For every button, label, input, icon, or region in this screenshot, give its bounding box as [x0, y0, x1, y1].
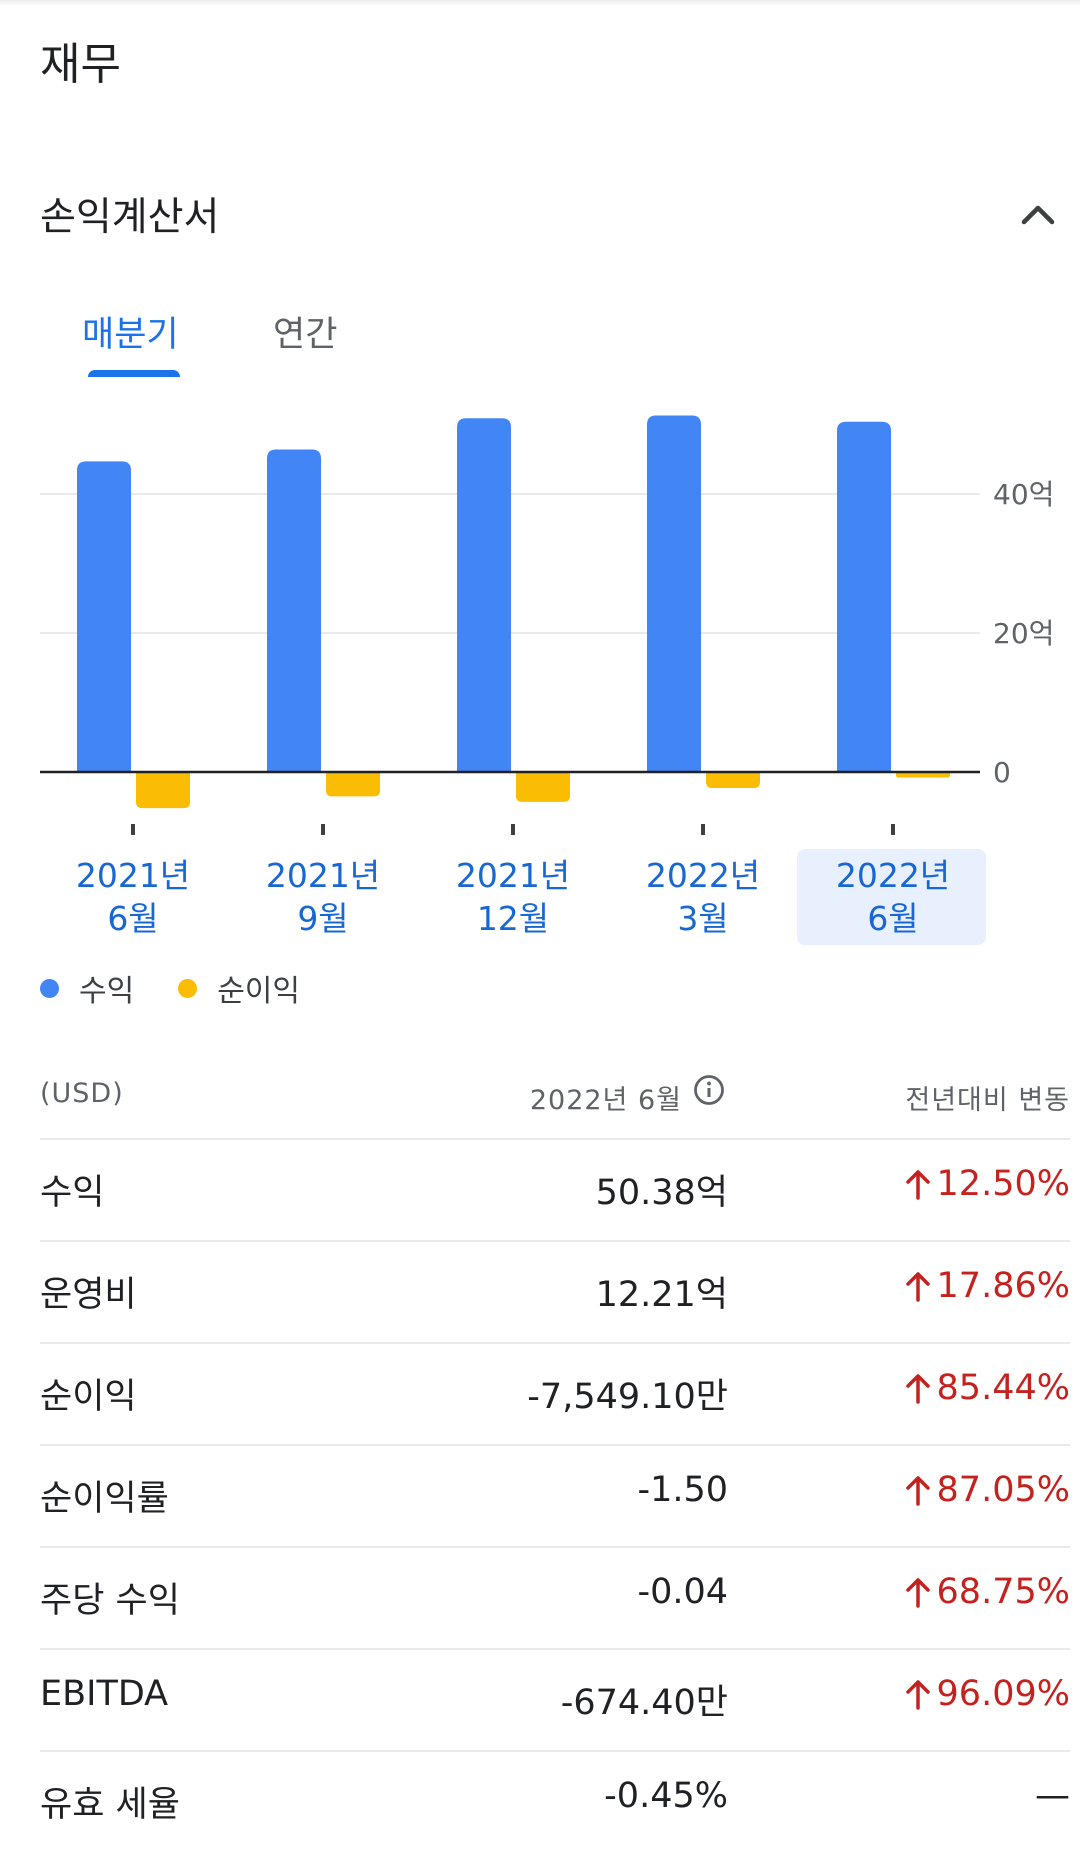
- y-tick-label: 0: [993, 756, 1011, 789]
- table-row: 주당 수익 -0.04 68.75%: [40, 1546, 1070, 1648]
- row-change-value: 68.75%: [936, 1572, 1070, 1612]
- net-income-bar: [136, 772, 190, 809]
- row-change-value: 96.09%: [936, 1674, 1070, 1714]
- x-tick-label-month: 6월: [867, 899, 918, 938]
- row-label: 운영비: [40, 1275, 137, 1315]
- row-change: 87.05%: [903, 1470, 1070, 1510]
- table-row: 수익 50.38억 12.50%: [40, 1138, 1070, 1240]
- x-tick-label-year: 2021년: [76, 856, 190, 895]
- x-tick-label-year: 2022년: [836, 856, 950, 895]
- income-table: 수익 50.38억 12.50% 운영비 12.21억 17.86% 순이익 -…: [40, 1138, 1070, 1852]
- revenue-bar: [647, 415, 701, 772]
- top-shadow: [0, 0, 1080, 6]
- arrow-up-icon: [905, 1374, 930, 1404]
- tab-quarterly[interactable]: 매분기: [82, 315, 179, 355]
- net-income-bar: [516, 772, 570, 802]
- row-change: 12.50%: [903, 1164, 1070, 1204]
- row-label: 유효 세율: [40, 1785, 180, 1825]
- change-header: 전년대비 변동: [905, 1085, 1070, 1116]
- row-value: -7,549.10만: [527, 1377, 728, 1417]
- row-value: -0.04: [637, 1572, 728, 1612]
- row-change-value: 17.86%: [936, 1266, 1070, 1306]
- revenue-bar: [77, 461, 131, 772]
- x-tick-label-year: 2022년: [646, 856, 760, 895]
- x-tick-label-year: 2021년: [266, 856, 380, 895]
- currency-header: (USD): [40, 1078, 124, 1109]
- arrow-up-icon: [905, 1578, 930, 1608]
- period-header: 2022년 6월: [529, 1085, 682, 1116]
- legend-item-net-income: 순이익: [178, 966, 300, 1010]
- x-tick-label-year: 2021년: [456, 856, 570, 895]
- net-income-bar: [326, 772, 380, 797]
- row-label: 순이익률: [40, 1479, 169, 1519]
- row-value: 12.21억: [595, 1275, 728, 1315]
- arrow-up-icon: [905, 1476, 930, 1506]
- revenue-bar: [457, 418, 511, 772]
- chevron-up-icon: [1021, 205, 1055, 225]
- info-button[interactable]: [692, 1073, 726, 1107]
- x-tick-label-month: 12월: [477, 899, 549, 938]
- active-tab-indicator: [88, 370, 180, 377]
- y-tick-label: 40억: [993, 478, 1054, 511]
- chart-legend: 수익 순이익: [40, 966, 344, 1010]
- row-label: EBITDA: [40, 1674, 169, 1714]
- revenue-bar: [267, 449, 321, 772]
- y-tick-label: 20억: [993, 617, 1054, 650]
- row-change-value: 85.44%: [936, 1368, 1070, 1408]
- table-row: 유효 세율 -0.45% —: [40, 1750, 1070, 1852]
- tab-annual[interactable]: 연간: [273, 315, 338, 355]
- table-header: (USD) 2022년 6월 전년대비 변동: [40, 1070, 1070, 1120]
- row-change-value: —: [1035, 1776, 1070, 1816]
- row-label: 주당 수익: [40, 1581, 180, 1621]
- row-value: -1.50: [637, 1470, 728, 1510]
- row-change-value: 87.05%: [936, 1470, 1070, 1510]
- row-change: 17.86%: [903, 1266, 1070, 1306]
- x-tick-label-month: 9월: [297, 899, 348, 938]
- row-label: 순이익: [40, 1377, 137, 1417]
- row-value: -674.40만: [560, 1683, 728, 1723]
- row-value: -0.45%: [604, 1776, 728, 1816]
- table-row: 운영비 12.21억 17.86%: [40, 1240, 1070, 1342]
- income-chart: 0 20억 40억 2021년 6월 2021년 9월 2021년 12월 2022년 3월 2022…: [40, 415, 1054, 945]
- selected-period-highlight: [797, 849, 986, 945]
- revenue-bar: [837, 421, 891, 772]
- row-change-value: 12.50%: [936, 1164, 1070, 1204]
- legend-dot-net-income: [178, 978, 198, 998]
- x-tick-label-month: 6월: [107, 899, 158, 938]
- row-change: 68.75%: [903, 1572, 1070, 1612]
- legend-dot-revenue: [40, 978, 59, 998]
- table-row: 순이익률 -1.50 87.05%: [40, 1444, 1070, 1546]
- legend-label-net-income: 순이익: [217, 974, 301, 1009]
- row-change: 96.09%: [903, 1674, 1070, 1714]
- table-row: EBITDA -674.40만 96.09%: [40, 1648, 1070, 1750]
- table-row: 순이익 -7,549.10만 85.44%: [40, 1342, 1070, 1444]
- arrow-up-icon: [905, 1680, 930, 1710]
- row-change: —: [1035, 1776, 1070, 1816]
- section-title: 손익계산서: [40, 195, 220, 240]
- arrow-up-icon: [905, 1170, 930, 1200]
- page-title: 재무: [40, 39, 121, 90]
- row-change: 85.44%: [903, 1368, 1070, 1408]
- net-income-bar: [706, 772, 760, 788]
- net-income-bar: [896, 772, 950, 778]
- info-icon: [694, 1075, 724, 1105]
- legend-item-revenue: 수익: [40, 966, 134, 1010]
- collapse-button[interactable]: [1010, 190, 1066, 236]
- arrow-up-icon: [905, 1272, 930, 1302]
- row-value: 50.38억: [595, 1173, 728, 1213]
- legend-label-revenue: 수익: [79, 974, 135, 1009]
- x-tick-label-month: 3월: [677, 899, 728, 938]
- row-label: 수익: [40, 1173, 105, 1213]
